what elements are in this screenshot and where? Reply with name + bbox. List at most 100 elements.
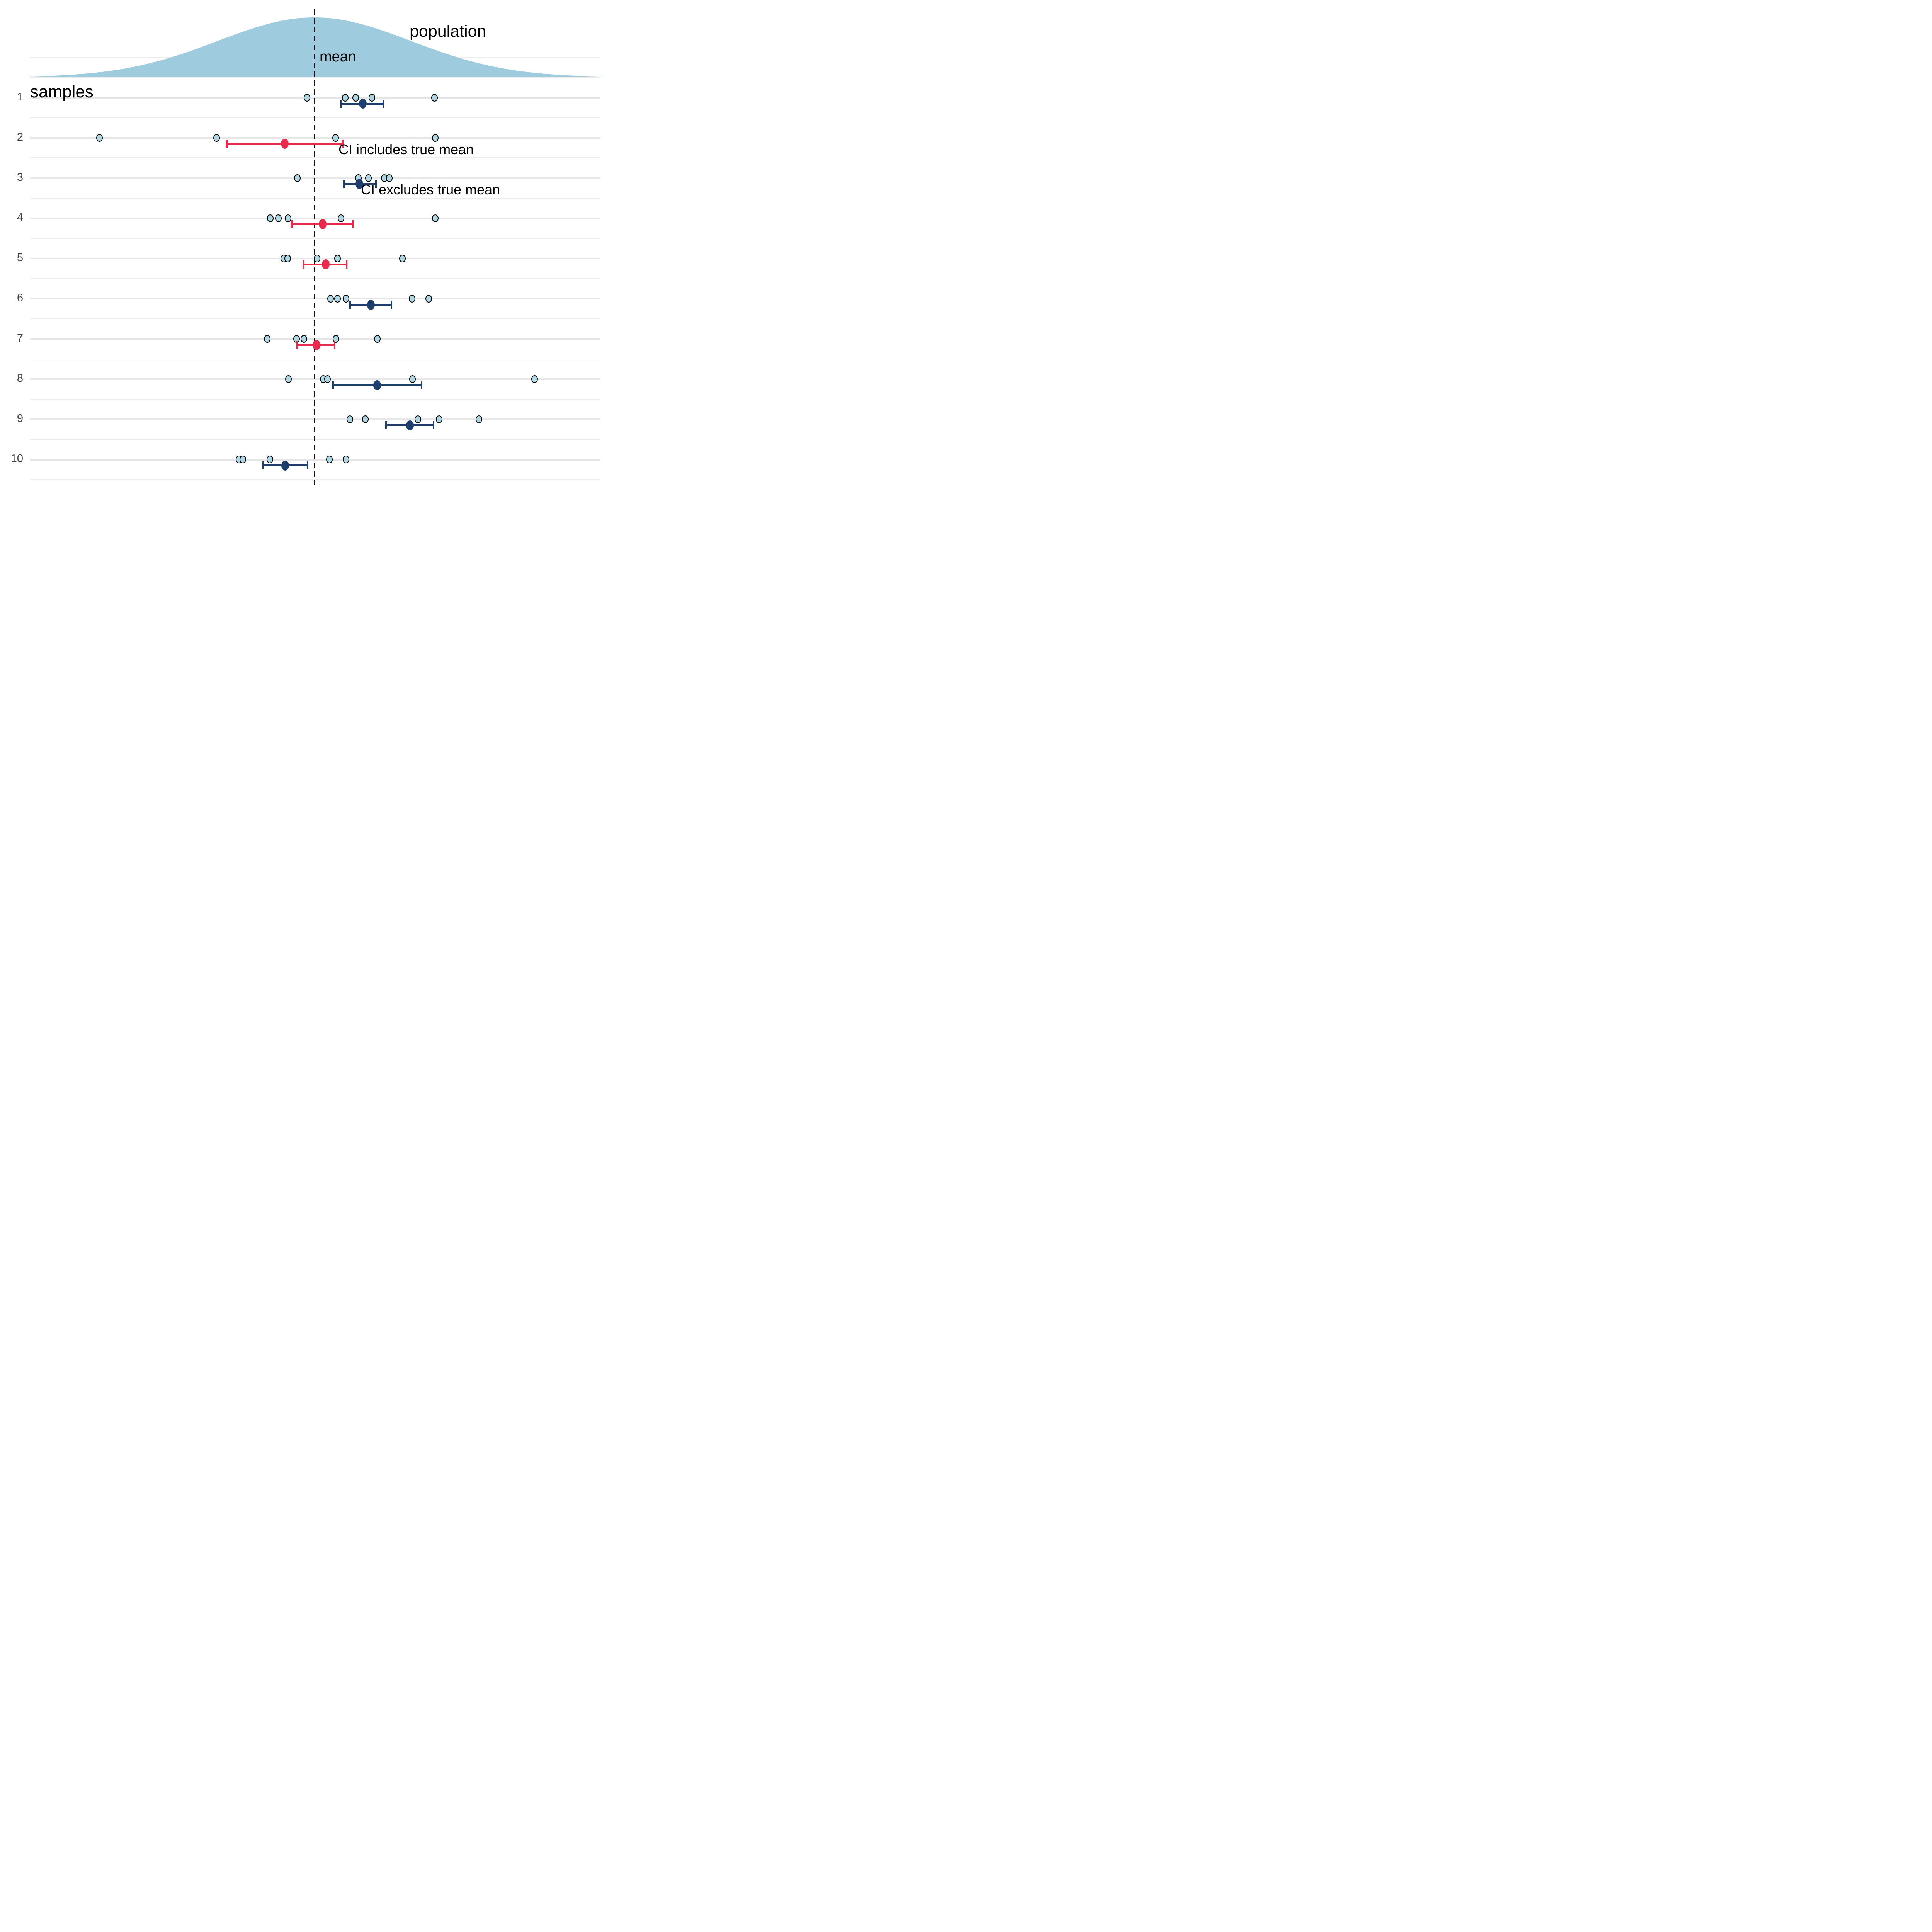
data-point (342, 456, 349, 464)
data-point (386, 174, 393, 182)
data-point (294, 174, 301, 182)
gridline-minor (30, 77, 600, 78)
gridline-minor (30, 318, 600, 320)
ci-cap-left (343, 180, 345, 188)
data-point (239, 456, 246, 464)
ci-cap-right (352, 220, 354, 228)
data-point (326, 456, 333, 464)
gridline-row (30, 177, 600, 179)
sample-row-number: 1 (17, 90, 23, 103)
gridline-row (30, 298, 600, 300)
data-point (266, 456, 273, 464)
sample-row-number: 4 (17, 211, 23, 224)
gridline-row (30, 97, 600, 99)
sample-row-number: 3 (17, 171, 23, 184)
data-point (409, 375, 416, 383)
data-point (342, 295, 349, 303)
ci-cap-left (349, 301, 351, 309)
data-point (264, 335, 270, 343)
sample-row-number: 2 (17, 131, 23, 143)
sample-row-number: 10 (10, 452, 23, 465)
sample-row-number: 6 (17, 292, 23, 304)
ci-cap-left (385, 421, 387, 430)
data-point (346, 415, 353, 423)
ci-cap-right (306, 461, 308, 470)
gridline-minor (30, 238, 600, 239)
gridline-minor (30, 117, 600, 118)
true-mean-dashed-line (313, 9, 315, 485)
ci-simulation-chart: 1 2 3 4 5 6 7 8 9 10 population mean samples CI i… (0, 0, 609, 487)
ci-cap-left (262, 461, 264, 470)
gridline-minor (30, 399, 600, 400)
data-point (399, 254, 406, 262)
gridline-row (30, 418, 600, 420)
data-point (475, 415, 482, 423)
ci-mean-dot (322, 259, 330, 270)
ci-mean-dot (281, 139, 289, 149)
ci-includes-label: CI includes true mean (338, 141, 474, 157)
gridline-minor (30, 157, 600, 158)
mean-label: mean (320, 49, 357, 65)
gridline-minor (30, 278, 600, 279)
data-point (432, 134, 439, 142)
ci-mean-dot (406, 420, 414, 430)
ci-mean-dot (367, 299, 375, 310)
data-point (327, 295, 334, 303)
data-point (324, 375, 331, 383)
data-point (300, 335, 307, 343)
ci-mean-dot (359, 99, 367, 109)
gridline-row (30, 217, 600, 219)
ci-cap-left (340, 99, 342, 108)
data-point (275, 214, 282, 222)
data-point (284, 214, 291, 222)
data-point (365, 174, 372, 182)
gridline-row (30, 338, 600, 340)
data-point (285, 375, 292, 383)
ci-cap-right (432, 421, 434, 430)
ci-cap-left (226, 139, 228, 148)
data-point (374, 335, 381, 343)
data-point (332, 134, 339, 142)
population-curve-svg (30, 17, 600, 78)
data-point (435, 415, 442, 423)
data-point (408, 295, 415, 303)
ci-cap-right (375, 180, 377, 188)
data-point (334, 254, 341, 262)
data-point (362, 415, 369, 423)
ci-cap-left (332, 381, 334, 389)
gridline-row (30, 459, 600, 461)
data-point (334, 295, 341, 303)
sample-row-number: 9 (17, 412, 23, 425)
population-label: population (410, 22, 486, 41)
data-point (213, 134, 220, 142)
ci-cap-right (420, 381, 422, 389)
ci-cap-left (291, 220, 293, 228)
ci-mean-dot (313, 340, 320, 350)
ci-cap-left (296, 341, 298, 349)
ci-mean-dot (355, 179, 363, 189)
data-point (313, 254, 320, 262)
data-point (425, 295, 432, 303)
gridline-minor (30, 197, 600, 199)
gridline-row (30, 378, 600, 380)
data-point (337, 214, 344, 222)
ci-mean-dot (373, 380, 381, 390)
ci-cap-right (333, 341, 335, 349)
sample-row-number: 7 (17, 332, 23, 345)
ci-cap-left (303, 260, 304, 269)
data-point (96, 134, 103, 142)
data-point (267, 214, 274, 222)
data-point (352, 94, 359, 102)
sample-row-number: 8 (17, 372, 23, 385)
gridline-minor (30, 439, 600, 440)
ci-cap-right (382, 99, 384, 108)
data-point (342, 94, 349, 102)
gridline-minor (30, 479, 600, 480)
population-curve (30, 17, 600, 78)
data-point (432, 214, 439, 222)
sample-row-number: 5 (17, 251, 23, 264)
samples-label: samples (30, 82, 94, 101)
data-point (431, 94, 438, 102)
data-point (414, 415, 421, 423)
data-point (531, 375, 538, 383)
